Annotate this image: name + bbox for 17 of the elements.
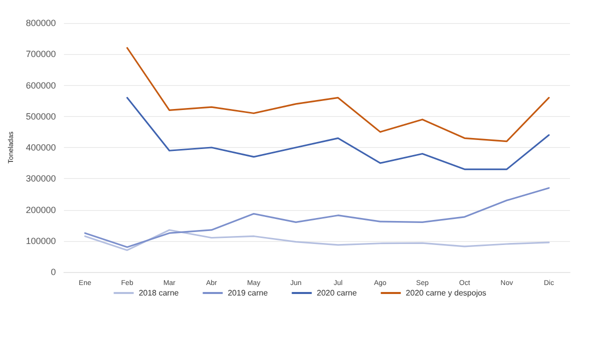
line-series: [84, 187, 550, 248]
y-tick-label: 500000: [26, 111, 56, 122]
legend-label: 2019 carne: [228, 288, 268, 298]
y-tick-label: 400000: [26, 142, 56, 152]
legend-label: 2020 carne: [316, 288, 358, 298]
line-series: [126, 47, 550, 142]
y-tick-label: 600000: [26, 80, 56, 90]
y-tick-label: 100000: [26, 236, 56, 246]
y-tick-label: 300000: [26, 174, 56, 184]
y-tick-label: 200000: [26, 204, 56, 215]
y-tick-label: 800000: [26, 18, 56, 28]
legend-label: 2020 carne y despojos: [406, 288, 486, 298]
line-series: [126, 96, 550, 170]
y-tick-label: 700000: [26, 49, 56, 60]
line-series: [84, 229, 550, 252]
legend-label: 2018 carne: [138, 288, 180, 298]
y-tick-label: 0: [50, 267, 56, 277]
